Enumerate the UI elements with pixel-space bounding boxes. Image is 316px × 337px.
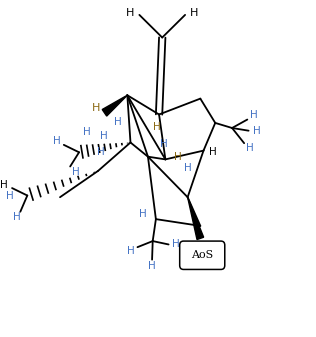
Text: H: H (174, 152, 182, 162)
Text: AoS: AoS (191, 250, 213, 260)
Text: H: H (100, 131, 107, 141)
Text: H: H (250, 111, 258, 121)
FancyBboxPatch shape (180, 241, 225, 270)
Text: H: H (160, 139, 168, 149)
Polygon shape (102, 95, 127, 116)
Text: H: H (126, 8, 135, 18)
Text: H: H (148, 261, 156, 271)
Text: H: H (153, 122, 161, 132)
Text: H: H (246, 143, 254, 153)
Text: H: H (253, 126, 260, 136)
Text: H: H (83, 127, 91, 137)
Text: H: H (6, 190, 14, 201)
Text: H: H (91, 103, 100, 113)
Text: H: H (127, 246, 134, 255)
Polygon shape (188, 197, 204, 240)
Text: H: H (114, 117, 122, 127)
Text: H: H (53, 136, 61, 147)
Text: H: H (209, 147, 216, 157)
Text: H: H (72, 167, 80, 177)
Text: H: H (13, 212, 21, 222)
Text: H: H (97, 147, 105, 157)
Text: H: H (172, 240, 179, 249)
Text: H: H (139, 209, 147, 219)
Text: H: H (0, 180, 8, 190)
Text: H: H (184, 163, 191, 173)
Text: H: H (190, 8, 198, 18)
